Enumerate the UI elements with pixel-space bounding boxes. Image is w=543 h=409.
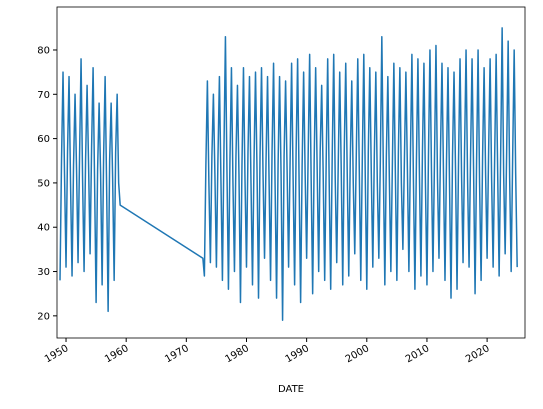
plot-frame	[56, 6, 526, 339]
x-tick-label: 1980	[223, 343, 251, 365]
x-axis-label: DATE	[278, 384, 304, 395]
y-tick-label: 80	[37, 45, 50, 56]
y-tick-label: 30	[37, 267, 50, 278]
data-line	[59, 27, 518, 322]
x-tick-label: 2000	[344, 343, 372, 365]
x-tick-label: 1950	[43, 343, 71, 365]
x-tick-label: 1970	[163, 343, 191, 365]
y-tick-label: 50	[37, 178, 50, 189]
y-tick-label: 60	[37, 134, 50, 145]
y-tick-label: 70	[37, 90, 50, 101]
x-tick-label: 1960	[103, 343, 131, 365]
x-tick-label: 2010	[404, 343, 432, 365]
y-tick-label: 20	[37, 311, 50, 322]
x-tick-label: 1990	[284, 343, 312, 365]
y-tick-label: 40	[37, 223, 50, 234]
x-tick-label: 2020	[464, 343, 492, 365]
